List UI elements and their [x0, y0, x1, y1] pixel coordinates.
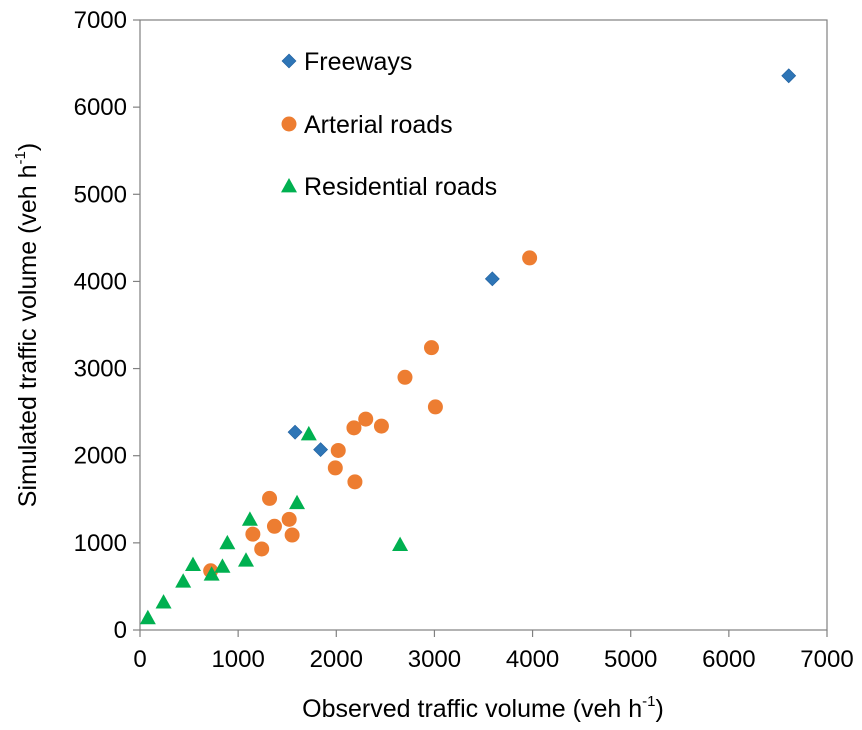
x-tick-label: 4000 [506, 646, 559, 673]
triangle-point [175, 573, 192, 588]
circle-point [266, 518, 282, 534]
triangle-point [219, 534, 236, 550]
circle-point [397, 369, 413, 385]
circle-point [423, 340, 439, 356]
diamond-point [287, 424, 303, 440]
circle-point [327, 460, 343, 476]
circle-point [254, 541, 270, 557]
x-tick-label: 5000 [604, 646, 657, 673]
y-tick-label: 7000 [74, 7, 127, 34]
circle-point [427, 399, 443, 415]
triangle-point [289, 494, 306, 510]
circle-point [346, 420, 362, 436]
y-axis-label: Simulated traffic volume (veh h-1) [12, 143, 42, 507]
legend-label: Residential roads [304, 173, 497, 201]
circle-point [373, 418, 389, 434]
x-tick-label: 2000 [310, 646, 363, 673]
triangle-point [184, 556, 201, 572]
diamond-point [781, 68, 797, 84]
circle-point [262, 490, 278, 506]
triangle-point [241, 511, 258, 526]
legend-label: Freeways [304, 48, 412, 76]
legend: Freeways Arterial roads Residential roads [281, 48, 497, 201]
x-axis-label: Observed traffic volume (veh h-1) [302, 693, 664, 723]
x-tick-label: 0 [133, 646, 146, 673]
diamond-point [484, 271, 500, 287]
y-tick-label: 2000 [74, 443, 127, 470]
triangle-point [139, 609, 156, 625]
y-tick-label: 0 [114, 617, 127, 644]
triangle-point [300, 425, 317, 441]
triangle-point [237, 552, 254, 567]
data-points [139, 68, 797, 625]
circle-point [522, 250, 538, 266]
legend-triangle-marker [281, 178, 297, 193]
circle-point [245, 526, 261, 542]
triangle-point [214, 558, 231, 573]
y-axis-ticks: 0 1000 2000 3000 4000 5000 6000 7000 [74, 7, 140, 644]
x-tick-label: 3000 [408, 646, 461, 673]
triangle-point [155, 594, 172, 609]
legend-label: Arterial roads [304, 111, 453, 139]
y-tick-label: 1000 [74, 530, 127, 557]
plot-area-frame [139, 19, 828, 631]
x-tick-label: 6000 [702, 646, 755, 673]
circle-point [330, 442, 346, 458]
y-tick-label: 6000 [74, 94, 127, 121]
diamond-point [313, 442, 329, 458]
circle-point [347, 474, 363, 490]
x-axis-ticks: 0 1000 2000 3000 4000 5000 6000 7000 [133, 630, 854, 673]
circle-point [284, 527, 300, 543]
legend-diamond-marker [281, 53, 297, 69]
x-tick-label: 1000 [211, 646, 264, 673]
x-tick-label: 7000 [800, 646, 853, 673]
y-tick-label: 3000 [74, 356, 127, 383]
y-tick-label: 5000 [74, 181, 127, 208]
circle-point [358, 411, 374, 427]
triangle-point [203, 566, 220, 581]
y-tick-label: 4000 [74, 268, 127, 295]
triangle-point [392, 536, 409, 551]
legend-circle-marker [281, 116, 297, 132]
circle-point [281, 511, 297, 527]
